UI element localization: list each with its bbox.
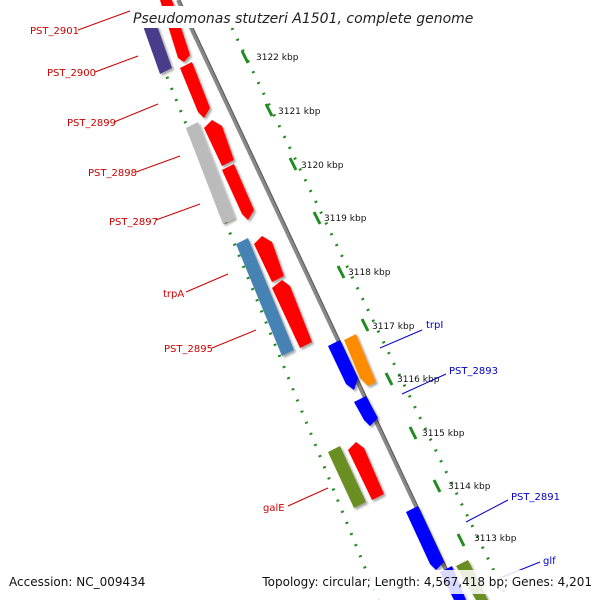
cog-bar-steelblue [236, 238, 294, 356]
cds-orange-trpI [344, 334, 376, 386]
leader-line [211, 329, 257, 349]
tick-mark [240, 50, 250, 64]
gene-label[interactable]: PST_2897 [109, 217, 158, 228]
leader-line [94, 55, 139, 73]
gc-content-track-outer [230, 27, 510, 600]
tick-label: 3114 kbp [448, 482, 491, 492]
gene-label[interactable]: galE [263, 503, 285, 514]
leader-line [155, 203, 201, 221]
cds-red-2 [180, 62, 210, 118]
tick-mark [336, 265, 346, 279]
scale-ticks: 3122 kbp 3121 kbp 3120 kbp 3119 kbp 3118… [240, 50, 517, 547]
gene-label[interactable]: trpA [163, 289, 184, 300]
cds-blue-1 [328, 340, 358, 390]
gene-label[interactable]: PST_2895 [164, 344, 213, 355]
tick-label: 3116 kbp [397, 375, 440, 385]
tick-mark [264, 103, 274, 117]
map-title: Pseudomonas stutzeri A1501, complete gen… [133, 11, 473, 27]
tick-label: 3117 kbp [372, 322, 415, 332]
cds-blue-2 [354, 396, 378, 426]
tick-mark [432, 479, 442, 493]
tick-mark [384, 372, 394, 386]
cds-red-6 [272, 280, 312, 348]
tick-label: 3122 kbp [256, 53, 299, 63]
gene-label[interactable]: PST_2900 [47, 68, 96, 79]
gene-labels-left: PST_2901 PST_2900 PST_2899 PST_2898 PST_… [30, 7, 329, 514]
leader-line [287, 487, 329, 507]
tick-mark [288, 157, 298, 171]
cds-red-7 [348, 442, 384, 500]
tick-mark [408, 426, 418, 440]
leader-line [185, 273, 229, 293]
leader-line [465, 499, 509, 523]
cog-track [143, 20, 488, 600]
genome-summary-text: Topology: circular; Length: 4,567,418 bp… [261, 575, 592, 589]
tick-label: 3115 kbp [422, 429, 465, 439]
cog-bar-grey [186, 122, 235, 224]
cog-bar-olive [328, 446, 366, 508]
cds-red-5 [254, 236, 284, 282]
title-background [130, 6, 470, 28]
genome-backbone [176, 0, 462, 600]
gene-label[interactable]: PST_2891 [511, 492, 560, 503]
cog-bar-purple [143, 20, 172, 74]
tick-label: 3121 kbp [278, 107, 321, 117]
gene-label[interactable]: PST_2901 [30, 26, 79, 37]
leader-line [113, 103, 159, 123]
forward-strand-cds [160, 0, 384, 500]
footer-background [0, 570, 600, 594]
tick-label: 3120 kbp [301, 161, 344, 171]
leader-line [379, 329, 423, 349]
genome-backbone-edge [179, 0, 463, 600]
cds-red-3 [204, 120, 234, 166]
tick-label: 3119 kbp [324, 214, 367, 224]
cds-blue-3 [406, 506, 444, 570]
accession-text: Accession: NC_009434 [9, 575, 145, 589]
gene-label[interactable]: trpI [426, 320, 443, 331]
tick-mark [312, 211, 322, 225]
gene-label[interactable]: PST_2898 [88, 168, 137, 179]
gene-label[interactable]: PST_2899 [67, 118, 116, 129]
cds-red-4 [222, 164, 254, 220]
gene-label[interactable]: PST_2893 [449, 366, 498, 377]
tick-mark [456, 533, 466, 547]
leader-line [401, 373, 447, 395]
leader-line [135, 155, 181, 173]
tick-label: 3118 kbp [348, 268, 391, 278]
leader-line [77, 7, 139, 31]
tick-label: 3113 kbp [474, 534, 517, 544]
gene-label[interactable]: glf [543, 556, 556, 567]
gene-labels-right: trpI PST_2893 PST_2891 glf [379, 320, 560, 579]
tick-mark [360, 318, 370, 332]
gc-content-track-inner [138, 9, 380, 600]
